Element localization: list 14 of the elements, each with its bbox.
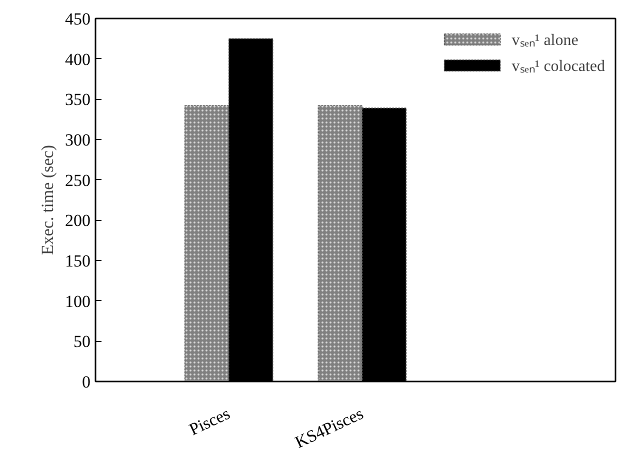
y-tick-label: 200: [65, 211, 90, 230]
y-tick-label: 450: [65, 10, 90, 28]
y-tick-label: 0: [82, 372, 90, 392]
y-tick-label: 400: [65, 50, 90, 69]
y-tick-label: 150: [65, 252, 90, 270]
y-tick-label: 50: [74, 332, 90, 352]
y-axis-title: Exec. time (sec): [38, 145, 57, 255]
y-tick-label: 250: [65, 170, 90, 190]
y-tick-label: 100: [65, 292, 90, 311]
legend-label: vₛₑₙ¹ alone: [512, 31, 578, 50]
legend-label: vₛₑₙ¹ colocated: [512, 57, 605, 76]
x-tick-label: Pisces: [186, 404, 233, 440]
y-tick-label: 300: [65, 130, 90, 150]
y-tick-label: 350: [65, 90, 90, 110]
